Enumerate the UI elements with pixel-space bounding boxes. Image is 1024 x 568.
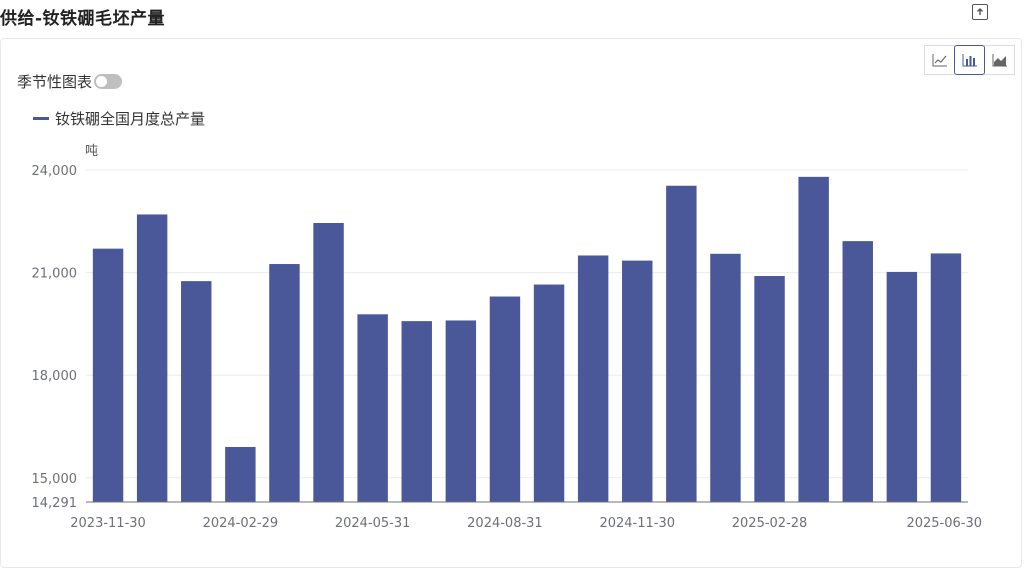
toggle-knob [96,76,108,87]
bar [930,253,962,502]
x-tick-label: 2024-08-31 [467,516,543,531]
bar [798,176,829,502]
bar [622,260,653,502]
bar [533,284,565,502]
y-tick-label: 21,000 [32,267,78,282]
x-tick-label: 2025-02-28 [732,516,808,531]
page-title: 供给-钕铁硼毛坯产量 [0,9,166,29]
x-tick-label: 2024-05-31 [335,516,411,531]
bar [357,314,388,502]
legend-label: 钕铁硼全国月度总产量 [55,110,206,128]
bar [445,320,477,502]
export-button[interactable] [972,4,988,20]
bar [666,185,697,502]
legend[interactable]: 钕铁硼全国月度总产量 [33,108,205,129]
bar [577,255,609,502]
x-tick-label: 2024-11-30 [599,516,675,531]
x-tick-label: 2025-06-30 [906,516,982,531]
bar [842,241,873,502]
chart-type-switcher [924,45,1015,75]
y-tick-label: 18,000 [32,369,78,384]
y-axis-unit: 吨 [85,144,99,159]
y-tick-label: 14,291 [32,496,78,511]
legend-swatch [33,117,49,120]
bar [225,446,256,502]
seasonal-chart-label: 季节性图表 [17,73,93,91]
bar [92,248,124,502]
bar [401,321,432,502]
x-tick-label: 2023-11-30 [70,516,146,531]
bar [710,253,741,502]
bar [489,296,521,502]
export-icon [977,8,983,15]
seasonal-chart-toggle-row: 季节性图表 [17,71,123,92]
y-tick-label: 24,000 [32,164,78,179]
bar [754,276,785,502]
seasonal-chart-toggle[interactable] [94,74,123,89]
bar-chart-icon [962,54,977,67]
y-tick-label: 15,000 [32,472,78,487]
bar [269,264,300,502]
bar-chart-button[interactable] [954,45,985,75]
bar [886,271,918,502]
x-tick-label: 2024-02-29 [203,516,279,531]
bar [313,223,344,502]
bar [136,214,168,502]
area-chart-icon [992,54,1007,67]
bar [181,281,212,502]
line-chart-icon [932,54,947,67]
